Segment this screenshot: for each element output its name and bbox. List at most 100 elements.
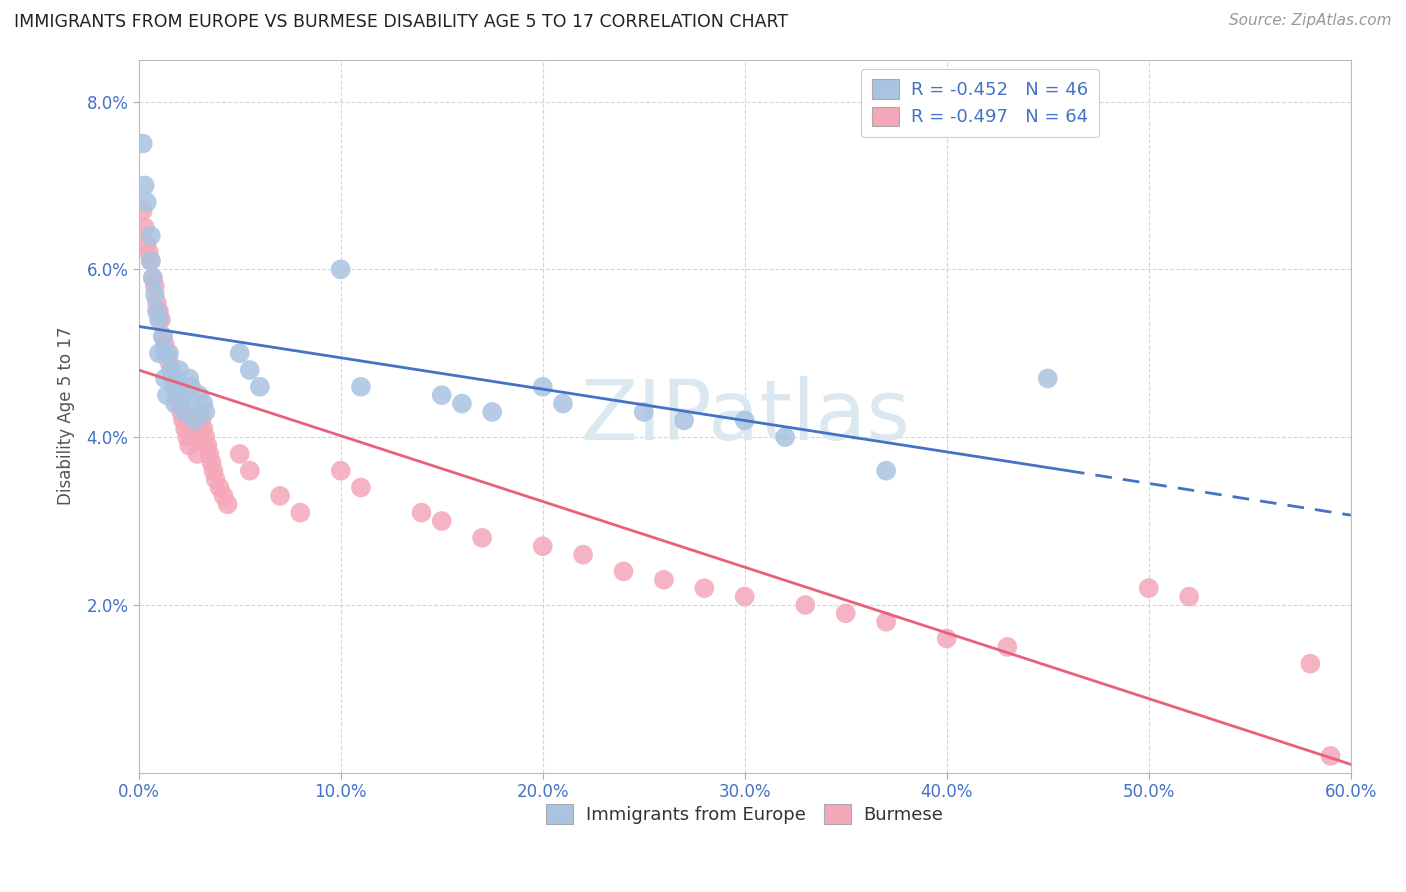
Point [148, 346, 170, 360]
Point [794, 598, 817, 612]
Point [239, 464, 262, 478]
Point [139, 228, 162, 243]
Point [875, 615, 897, 629]
Point [531, 380, 554, 394]
Point [184, 430, 207, 444]
Point [193, 396, 215, 410]
Point [217, 497, 239, 511]
Point [156, 346, 179, 360]
Point [167, 363, 190, 377]
Point [162, 371, 184, 385]
Point [451, 396, 474, 410]
Point [165, 396, 187, 410]
Point [148, 304, 170, 318]
Point [148, 312, 170, 326]
Point [734, 413, 756, 427]
Point [212, 489, 235, 503]
Point [239, 363, 262, 377]
Point [350, 481, 373, 495]
Point [179, 438, 201, 452]
Legend: Immigrants from Europe, Burmese: Immigrants from Europe, Burmese [536, 794, 955, 835]
Point [1036, 371, 1059, 385]
Point [170, 405, 193, 419]
Point [134, 178, 156, 193]
Point [184, 413, 207, 427]
Point [411, 506, 433, 520]
Point [734, 590, 756, 604]
Point [693, 581, 716, 595]
Point [995, 640, 1018, 654]
Point [134, 220, 156, 235]
Point [153, 338, 176, 352]
Point [160, 363, 183, 377]
Point [531, 539, 554, 553]
Point [875, 464, 897, 478]
Text: Source: ZipAtlas.com: Source: ZipAtlas.com [1229, 13, 1392, 29]
Point [228, 447, 250, 461]
Point [194, 405, 217, 419]
Point [551, 396, 574, 410]
Point [1178, 590, 1201, 604]
Point [430, 388, 453, 402]
Point [1137, 581, 1160, 595]
Point [228, 346, 250, 360]
Point [190, 413, 212, 427]
Point [165, 380, 187, 394]
Point [269, 489, 291, 503]
Point [1299, 657, 1322, 671]
Point [170, 380, 193, 394]
Point [172, 388, 194, 402]
Point [157, 346, 180, 360]
Point [181, 422, 204, 436]
Point [143, 287, 166, 301]
Point [935, 632, 957, 646]
Point [179, 371, 201, 385]
Point [350, 380, 373, 394]
Point [208, 481, 231, 495]
Point [165, 380, 187, 394]
Point [143, 279, 166, 293]
Point [167, 396, 190, 410]
Point [142, 270, 165, 285]
Point [152, 329, 174, 343]
Point [572, 548, 595, 562]
Point [180, 413, 202, 427]
Point [138, 245, 160, 260]
Point [202, 464, 225, 478]
Point [152, 329, 174, 343]
Point [652, 573, 675, 587]
Point [172, 413, 194, 427]
Point [149, 312, 172, 326]
Text: ZIPatlas: ZIPatlas [579, 376, 910, 457]
Point [188, 388, 211, 402]
Point [633, 405, 655, 419]
Point [612, 565, 634, 579]
Point [139, 254, 162, 268]
Point [157, 354, 180, 368]
Point [673, 413, 696, 427]
Point [197, 438, 219, 452]
Point [132, 203, 155, 218]
Text: IMMIGRANTS FROM EUROPE VS BURMESE DISABILITY AGE 5 TO 17 CORRELATION CHART: IMMIGRANTS FROM EUROPE VS BURMESE DISABI… [14, 13, 789, 31]
Point [135, 195, 157, 210]
Point [204, 472, 226, 486]
Point [471, 531, 494, 545]
Point [139, 254, 162, 268]
Point [156, 388, 179, 402]
Point [430, 514, 453, 528]
Point [174, 422, 197, 436]
Point [174, 405, 197, 419]
Point [146, 296, 169, 310]
Point [198, 447, 221, 461]
Point [290, 506, 312, 520]
Point [162, 371, 184, 385]
Point [1319, 748, 1341, 763]
Point [773, 430, 796, 444]
Point [194, 430, 217, 444]
Point [188, 405, 211, 419]
Point [132, 136, 155, 151]
Point [153, 371, 176, 385]
Point [181, 396, 204, 410]
Point [176, 430, 198, 444]
Point [166, 388, 188, 402]
